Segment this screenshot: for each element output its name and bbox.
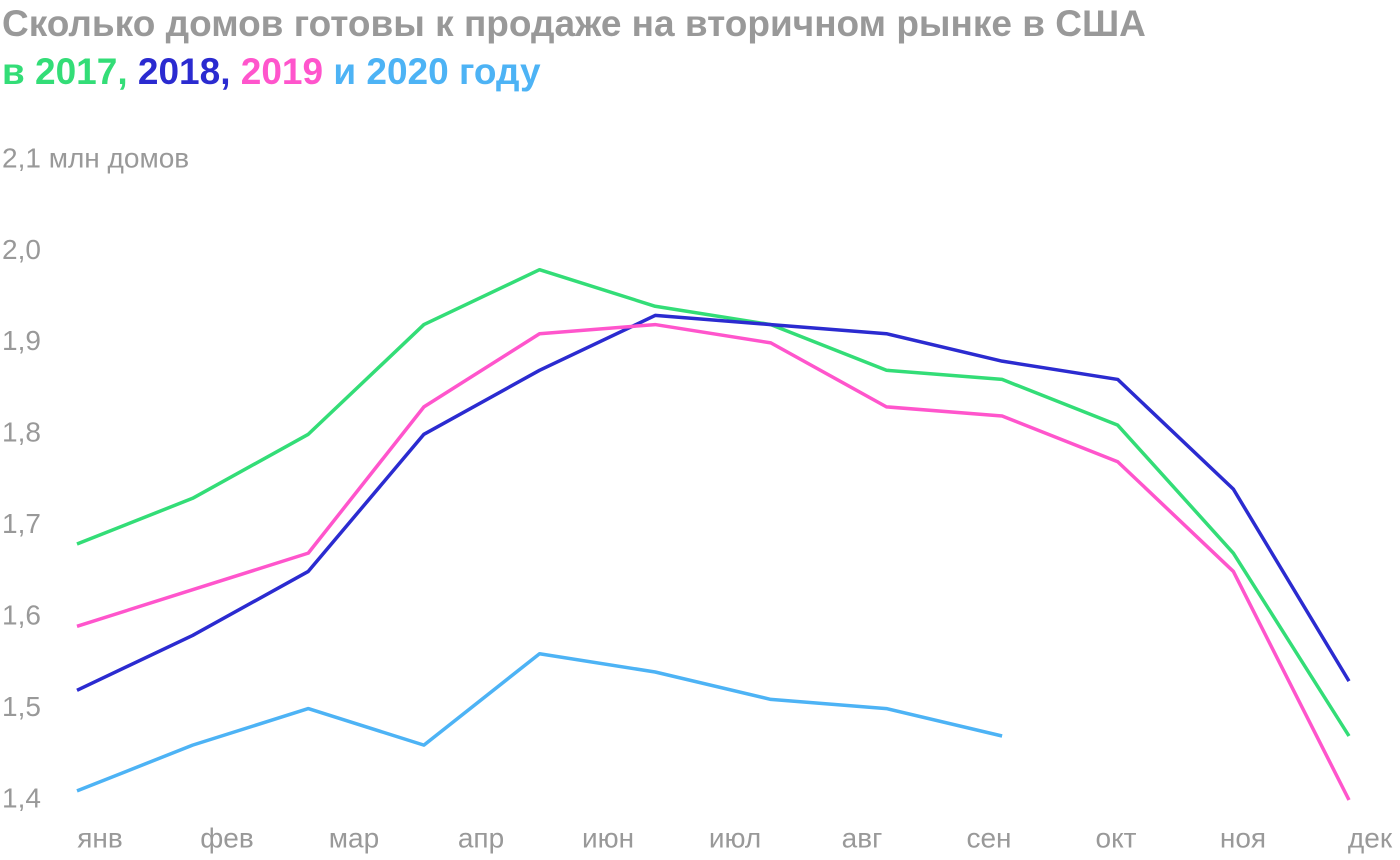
chart-title: Сколько домов готовы к продаже на вторич… [2,3,1146,44]
x-tick-label: сен [966,822,1011,853]
legend-entry: 2020 [366,51,448,92]
subtitle-word: , [220,51,230,92]
x-tick-label: ноя [1220,822,1266,853]
x-tick-label: апр [458,822,504,853]
subtitle-word: году [459,51,541,92]
x-tick-label: фев [200,822,253,853]
legend-entry: 2017 [35,51,117,92]
x-tick-label: дек [1348,822,1393,853]
y-tick-label: 1,8 [2,417,41,448]
x-tick-label: окт [1096,822,1137,853]
y-tick-label: 1,9 [2,325,41,356]
series-line [76,651,1003,793]
subtitle-word: и [333,51,356,92]
x-tick-label: янв [77,822,123,853]
legend-entry: 2019 [241,51,323,92]
y-tick-label: 1,7 [2,508,41,539]
series-line [76,322,1351,801]
y-tick-label: 2,0 [2,234,41,265]
x-tick-label: мар [329,822,379,853]
chart-subtitle: в 2017, 2018, 2019 и 2020 году [2,51,541,92]
y-tick-label: 1,4 [2,782,41,813]
x-tick-label: авг [842,822,883,853]
y-tick-label: 1,5 [2,691,41,722]
series-line [76,313,1351,692]
series-line [76,267,1351,737]
y-tick-label: 2,1 млн домов [2,142,189,173]
subtitle-word: , [117,51,127,92]
x-tick-label: июн [582,822,634,853]
legend-entry: 2018 [138,51,220,92]
x-tick-label: июл [709,822,761,853]
y-tick-label: 1,6 [2,600,41,631]
subtitle-word: в [2,51,25,92]
